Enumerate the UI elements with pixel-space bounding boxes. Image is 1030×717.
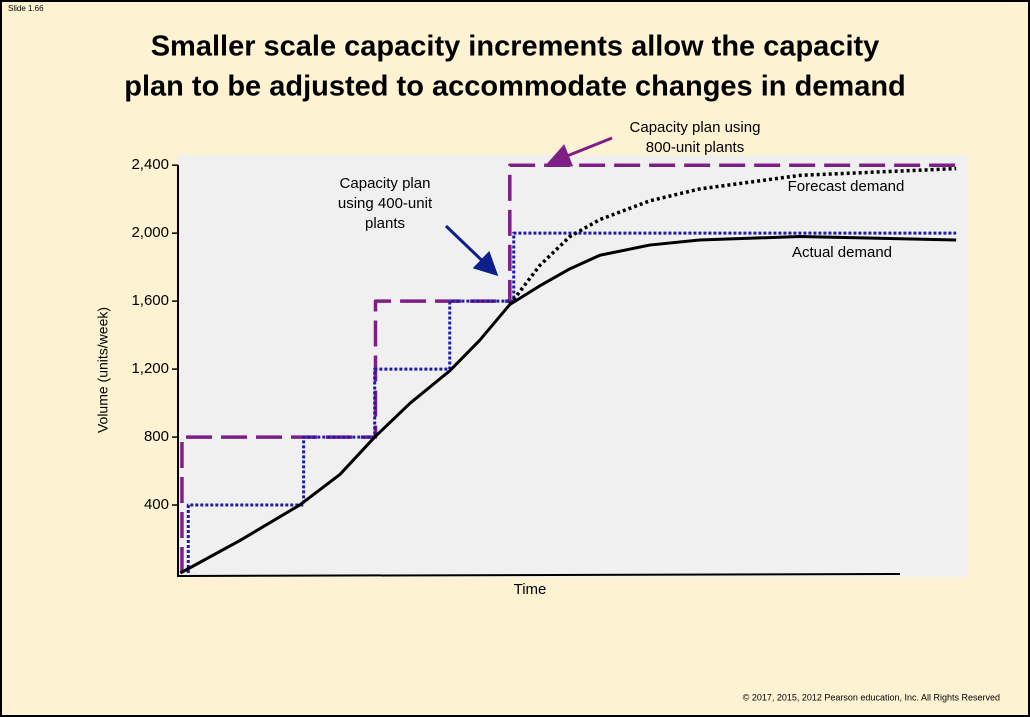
series-label: Actual demand [792,244,892,261]
y-tick-label: 1,200 [131,360,169,377]
title-line: Smaller scale capacity increments allow … [151,31,880,63]
series-line [180,163,957,573]
annotation-arrow [444,224,499,277]
y-tick-label: 1,600 [131,292,169,309]
plot-area [178,155,968,577]
series-line [186,231,957,573]
annotation: plants [365,215,405,232]
y-tick-label: 2,000 [131,224,169,241]
y-axis-label: Volume (units/week) [95,307,111,433]
footer: © 2017, 2015, 2012 Pearson education, In… [743,692,1000,702]
y-tick-label: 400 [144,496,169,513]
annotation: 800-unit plants [646,139,744,156]
title-line: plan to be adjusted to accommodate chang… [124,71,906,103]
annotation: Capacity plan [340,175,431,192]
slide-number: Slide 1.66 [8,4,44,13]
x-axis [178,573,901,577]
series-line [508,166,957,306]
annotation-arrow [546,136,613,167]
annotation: using 400-unit [338,195,433,212]
y-tick-label: 800 [144,428,169,445]
series-line [179,235,957,575]
annotation: Capacity plan using [630,119,761,136]
y-tick-label: 2,400 [131,156,169,173]
x-axis-label: Time [514,581,547,598]
series-label: Forecast demand [788,178,905,195]
